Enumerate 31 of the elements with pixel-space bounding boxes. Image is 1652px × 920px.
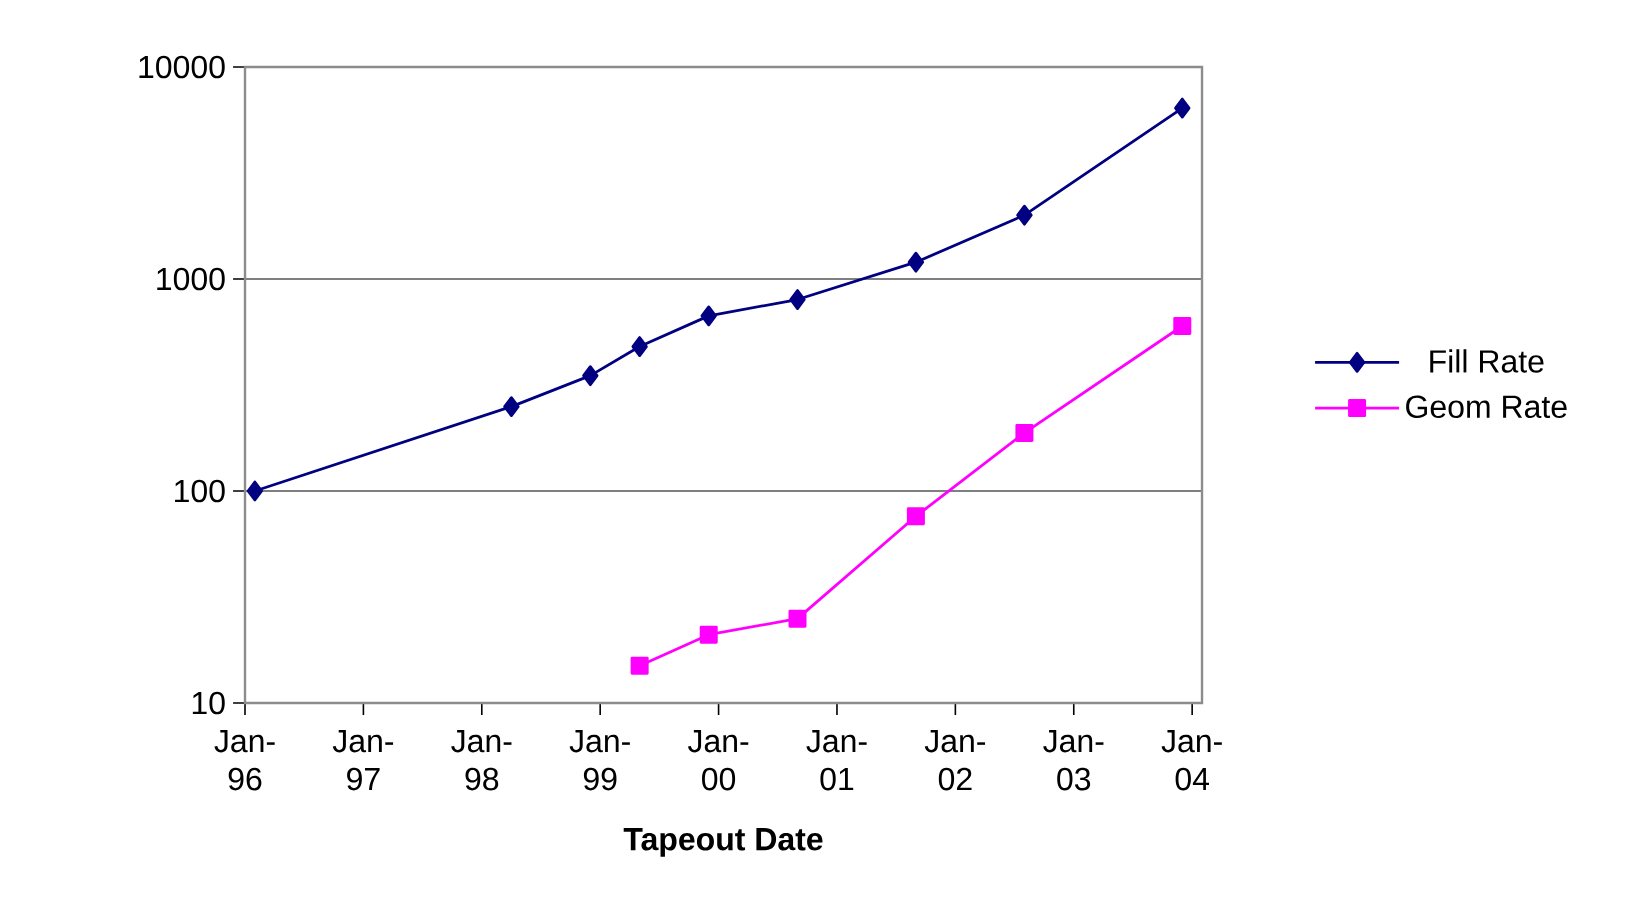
point — [631, 336, 648, 357]
point — [1016, 204, 1033, 226]
point — [1015, 423, 1034, 442]
legend-label: Fill Rate — [1430, 349, 1544, 373]
x-tick-label: Jan-97 — [332, 730, 394, 791]
x-tick-label: Jan-99 — [569, 730, 630, 791]
point — [246, 480, 264, 502]
legend-label: Geom Rate — [1406, 395, 1567, 419]
point — [788, 609, 807, 628]
y-tick-label: 1000 — [157, 267, 225, 291]
point — [1173, 317, 1192, 336]
point — [582, 365, 599, 387]
y-tick-label: 100 — [175, 479, 225, 503]
point — [906, 507, 925, 526]
x-tick-label: Jan-98 — [451, 730, 512, 791]
x-tick-label: Jan-04 — [1161, 730, 1222, 791]
x-tick-label: Jan-03 — [1043, 730, 1104, 791]
x-tick-label: Jan-96 — [214, 730, 275, 791]
point — [503, 396, 520, 418]
y-tick-label: 10000 — [139, 55, 225, 79]
point — [789, 289, 806, 310]
y-tick-label: 10 — [192, 691, 225, 715]
point — [907, 251, 925, 273]
point — [699, 625, 718, 644]
point — [1174, 97, 1191, 119]
point — [630, 656, 649, 675]
x-tick-label: Jan-01 — [806, 730, 867, 791]
point — [700, 305, 717, 327]
x-tick-label: Jan-02 — [924, 730, 986, 791]
x-axis-title: Tapeout Date — [623, 828, 823, 857]
x-tick-label: Jan-00 — [687, 730, 749, 791]
